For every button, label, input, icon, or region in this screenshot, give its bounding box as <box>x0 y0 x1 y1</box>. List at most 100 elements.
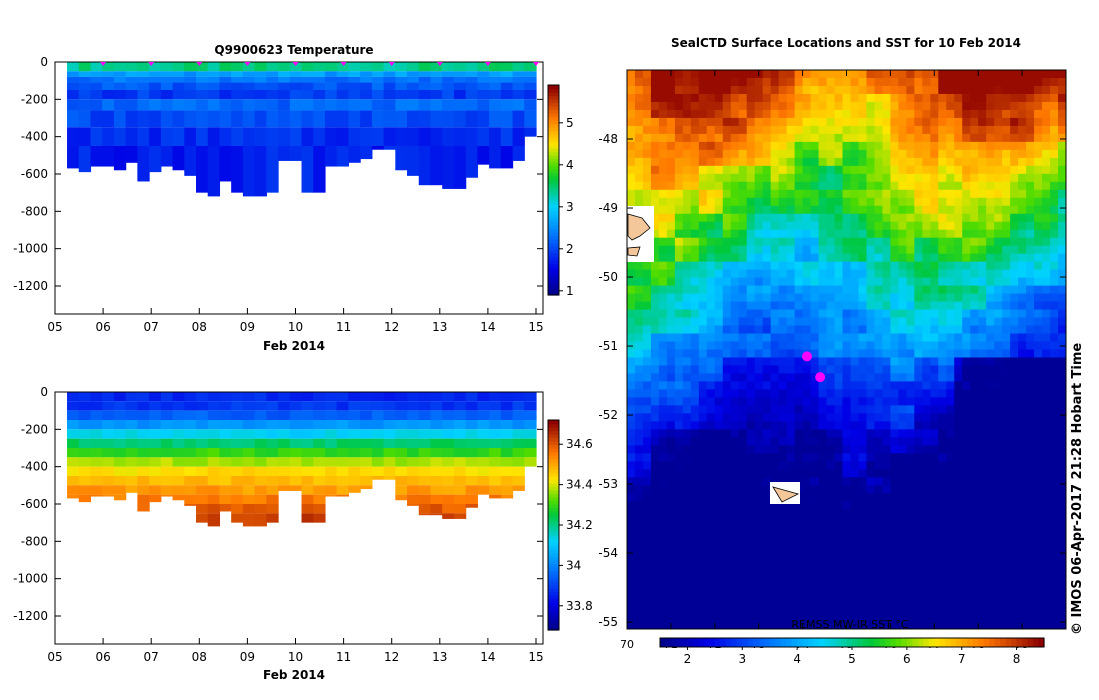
sst-cell <box>826 485 836 494</box>
sst-cell <box>658 381 668 391</box>
sst-cell <box>930 221 939 231</box>
temperature-cell <box>113 146 127 171</box>
colorbar-tick-label: 1 <box>566 284 574 298</box>
sst-cell <box>738 413 748 422</box>
sst-cell <box>858 581 868 590</box>
sst-cell <box>778 525 788 534</box>
sst-cell <box>1058 149 1066 159</box>
sst-cell <box>826 285 836 295</box>
sst-cell <box>778 373 788 383</box>
sst-cell <box>1010 85 1019 95</box>
x-tick-label: 13 <box>432 320 447 334</box>
sst-cell <box>1018 245 1027 255</box>
sst-cell <box>778 397 788 406</box>
sst-cell <box>914 541 923 550</box>
x-tick-label: 11 <box>336 650 351 664</box>
sst-cell <box>746 189 756 199</box>
sst-cell <box>666 109 676 119</box>
temperature-cell <box>301 76 314 83</box>
sst-cell <box>818 605 828 614</box>
sst-cell <box>866 605 876 614</box>
temperature-cell <box>336 146 350 167</box>
salinity-cell <box>289 420 303 430</box>
temperature-cell <box>324 62 338 72</box>
temperature-cell <box>67 71 80 77</box>
sst-cell <box>1034 389 1043 399</box>
sst-cell <box>714 245 724 255</box>
sst-cell <box>834 317 844 327</box>
sst-cell <box>954 461 963 470</box>
sst-cell <box>778 605 788 614</box>
temperature-cell <box>266 71 279 77</box>
sst-cell <box>882 181 891 191</box>
sst-cell <box>1058 181 1066 191</box>
sst-cell <box>627 261 636 271</box>
sst-cell <box>890 509 899 518</box>
salinity-cell <box>453 401 467 411</box>
sst-cell <box>698 613 708 622</box>
sst-cell <box>874 149 884 159</box>
sst-cell <box>714 389 724 399</box>
sst-cell <box>642 197 652 207</box>
sst-cell <box>794 165 804 175</box>
sst-cell <box>690 405 700 414</box>
sst-cell <box>842 285 852 295</box>
sst-cell <box>898 501 907 510</box>
sst-cell <box>930 301 939 311</box>
salinity-cell <box>453 429 467 439</box>
sst-cell <box>770 565 780 574</box>
sst-cell <box>930 557 939 566</box>
sst-cell <box>634 533 644 542</box>
salinity-cell <box>442 457 455 467</box>
salinity-cell <box>172 485 185 495</box>
sst-cell <box>714 541 724 550</box>
surface-marker <box>388 62 395 66</box>
temperature-cell <box>477 71 490 77</box>
sst-cell <box>954 437 963 446</box>
sst-cell <box>642 173 652 183</box>
salinity-cell <box>231 401 244 411</box>
sst-cell <box>698 405 708 414</box>
sst-cell <box>1010 533 1019 542</box>
sst-cell <box>1034 149 1043 159</box>
temperature-cell <box>207 62 221 72</box>
sst-cell <box>826 77 836 87</box>
sst-cell <box>730 461 740 470</box>
colorbar-segment <box>548 623 559 628</box>
sst-cell <box>914 477 923 486</box>
sst-cell <box>946 325 955 335</box>
salinity-cell <box>266 494 279 504</box>
salinity-cell <box>313 476 326 486</box>
sst-cell <box>634 437 644 446</box>
sst-cell <box>794 621 804 629</box>
salinity-cell <box>289 401 303 411</box>
sst-cell <box>938 501 947 510</box>
temperature-cell <box>407 146 420 176</box>
sst-cell <box>762 373 772 383</box>
sst-cell <box>1002 501 1011 510</box>
sst-cell <box>722 597 732 606</box>
sst-cell <box>962 349 971 359</box>
sst-cell <box>706 109 716 119</box>
sst-cell <box>930 197 939 207</box>
sst-cell <box>738 541 748 550</box>
sst-cell <box>802 213 812 223</box>
sst-cell <box>786 70 796 79</box>
sst-cell <box>1058 597 1066 606</box>
sst-cell <box>1026 573 1035 582</box>
sst-cell <box>954 573 963 582</box>
sst-cell <box>1002 565 1011 574</box>
sst-cell <box>738 189 748 199</box>
sst-cell <box>706 573 716 582</box>
sst-cell <box>826 269 836 279</box>
sst-cell <box>858 109 868 119</box>
temperature-cell <box>289 146 303 161</box>
sst-cell <box>898 357 907 367</box>
salinity-cell <box>113 476 127 486</box>
salinity-cell <box>313 438 326 448</box>
sst-cell <box>682 269 692 279</box>
sst-cell <box>1034 565 1043 574</box>
salinity-cell <box>477 466 490 476</box>
sst-cell <box>802 493 812 502</box>
salinity-cell <box>113 485 127 495</box>
